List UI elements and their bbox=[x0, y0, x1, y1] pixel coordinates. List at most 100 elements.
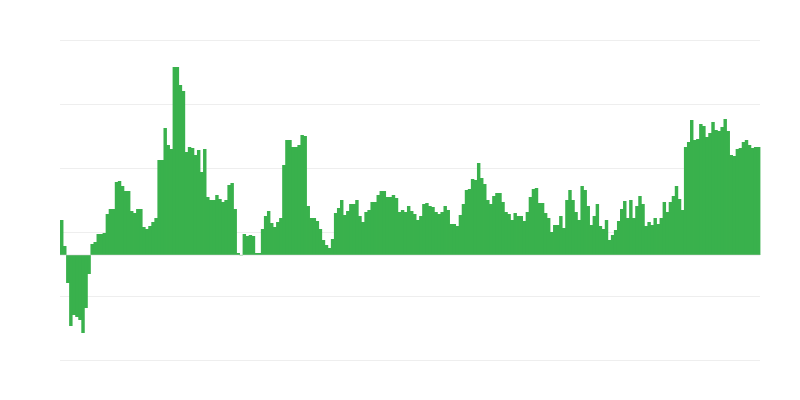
bar-72 bbox=[279, 218, 283, 255]
bar-88 bbox=[327, 248, 332, 255]
bar-104 bbox=[376, 195, 380, 255]
bar-127 bbox=[446, 210, 450, 255]
bar-75 bbox=[288, 140, 292, 255]
bar-89 bbox=[330, 239, 335, 255]
bar-191 bbox=[641, 204, 645, 255]
bar-207 bbox=[690, 120, 694, 255]
bar-37 bbox=[172, 67, 177, 255]
bar-12 bbox=[96, 234, 100, 255]
bar-121 bbox=[428, 206, 432, 255]
bar-9 bbox=[87, 255, 91, 274]
bar-7 bbox=[81, 255, 85, 333]
bar-208 bbox=[693, 140, 697, 255]
bar-8 bbox=[84, 255, 88, 308]
bar-185 bbox=[623, 201, 627, 255]
bar-108 bbox=[388, 197, 393, 255]
bar-124 bbox=[437, 214, 441, 255]
bar-213 bbox=[708, 133, 712, 255]
bar-174 bbox=[589, 225, 594, 255]
bar-16 bbox=[108, 209, 113, 255]
bar-224 bbox=[741, 142, 746, 255]
bar-186 bbox=[626, 218, 630, 255]
bar-46 bbox=[200, 172, 204, 255]
bar-154 bbox=[528, 197, 533, 255]
bar-152 bbox=[522, 221, 527, 255]
bar-52 bbox=[218, 199, 222, 255]
bar-92 bbox=[340, 200, 344, 255]
bar-204 bbox=[680, 210, 685, 255]
bar-49 bbox=[209, 200, 213, 255]
bar-51 bbox=[215, 195, 219, 255]
bar-220 bbox=[729, 155, 734, 255]
bar-149 bbox=[513, 213, 517, 255]
bar-38 bbox=[175, 67, 180, 255]
bar-67 bbox=[263, 216, 268, 255]
bar-181 bbox=[610, 235, 615, 255]
bar-85 bbox=[318, 229, 323, 255]
bar-206 bbox=[686, 142, 691, 255]
bar-157 bbox=[537, 203, 542, 255]
bar-70 bbox=[273, 227, 277, 255]
bar-183 bbox=[616, 221, 621, 255]
bar-107 bbox=[385, 197, 390, 255]
bar-5 bbox=[75, 255, 79, 317]
bar-176 bbox=[595, 204, 600, 255]
bar-43 bbox=[190, 148, 195, 255]
bar-126 bbox=[443, 206, 447, 255]
bar-76 bbox=[291, 147, 295, 255]
bar-221 bbox=[732, 156, 737, 255]
bar-11 bbox=[93, 242, 97, 255]
bar-216 bbox=[717, 131, 721, 255]
bar-96 bbox=[352, 204, 356, 255]
bar-53 bbox=[221, 202, 225, 255]
bar-87 bbox=[324, 245, 329, 255]
bar-137 bbox=[476, 163, 481, 255]
bar-228 bbox=[753, 147, 758, 255]
bar-141 bbox=[489, 204, 493, 255]
bar-103 bbox=[373, 202, 377, 255]
bar-128 bbox=[449, 224, 454, 255]
bar-41 bbox=[184, 152, 189, 255]
bar-36 bbox=[169, 149, 174, 255]
bar-118 bbox=[419, 216, 423, 255]
bar-73 bbox=[282, 165, 286, 255]
bar-23 bbox=[130, 211, 134, 255]
bar-82 bbox=[309, 218, 314, 255]
bar-184 bbox=[620, 209, 624, 255]
bar-194 bbox=[650, 225, 654, 255]
bar-17 bbox=[111, 209, 116, 255]
bar-26 bbox=[139, 209, 143, 255]
bar-40 bbox=[181, 91, 186, 255]
bar-115 bbox=[410, 211, 414, 255]
bar-22 bbox=[126, 191, 131, 255]
bar-10 bbox=[90, 244, 94, 255]
bar-57 bbox=[233, 209, 237, 255]
bar-117 bbox=[416, 220, 420, 255]
bar-171 bbox=[580, 186, 584, 255]
bar-47 bbox=[203, 149, 207, 255]
bar-132 bbox=[461, 204, 466, 255]
bar-144 bbox=[498, 193, 502, 255]
bar-163 bbox=[556, 225, 560, 255]
bar-151 bbox=[519, 216, 524, 255]
bar-83 bbox=[312, 218, 317, 255]
bar-25 bbox=[136, 209, 140, 255]
bar-202 bbox=[674, 186, 679, 255]
bar-19 bbox=[117, 181, 122, 255]
bar-86 bbox=[321, 240, 326, 255]
bar-39 bbox=[178, 85, 183, 255]
bar-44 bbox=[193, 155, 198, 255]
bar-62 bbox=[248, 235, 253, 255]
bar-114 bbox=[406, 206, 411, 255]
bar-130 bbox=[455, 226, 460, 255]
bar-168 bbox=[571, 200, 575, 255]
bar-165 bbox=[562, 228, 566, 255]
bar-203 bbox=[677, 199, 682, 255]
bar-169 bbox=[574, 212, 578, 255]
bar-56 bbox=[230, 183, 234, 255]
bar-33 bbox=[160, 160, 164, 255]
bar-223 bbox=[738, 148, 743, 255]
bar-66 bbox=[260, 229, 265, 255]
bar-110 bbox=[394, 198, 399, 255]
